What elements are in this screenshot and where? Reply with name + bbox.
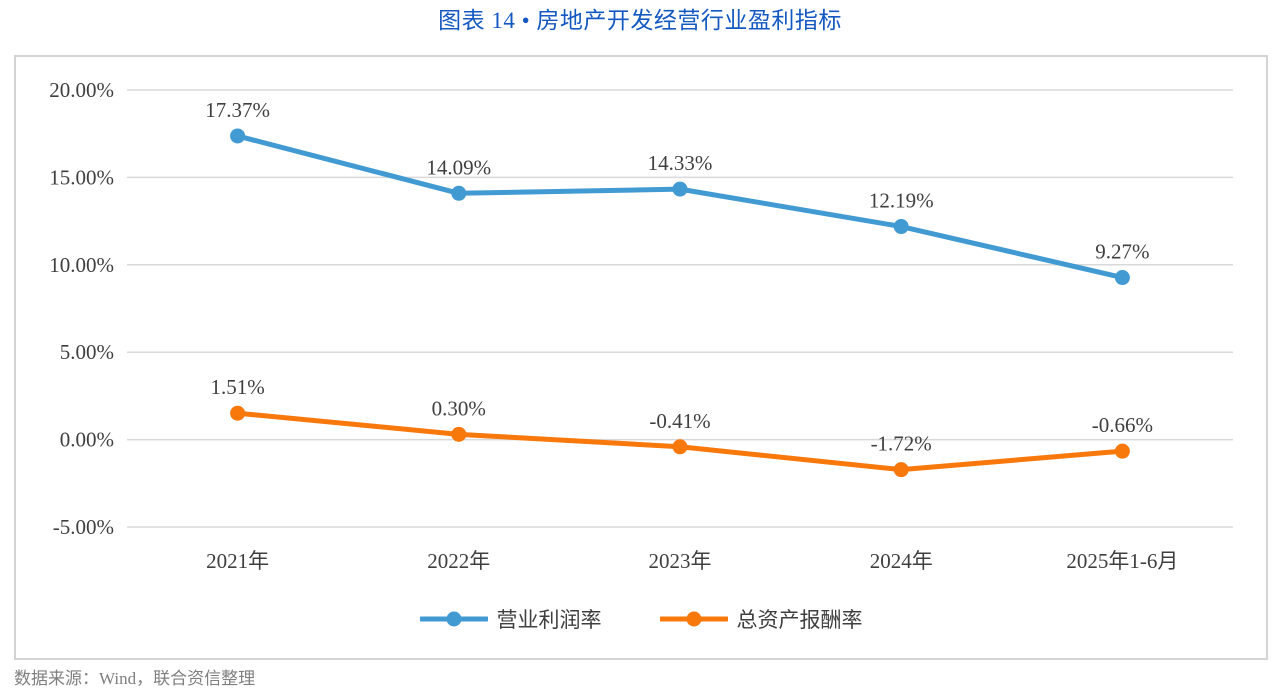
data-point-marker (451, 426, 467, 442)
x-axis-tick-label: 2022年 (427, 549, 490, 573)
chart-container: 20.00% 15.00% 10.00% 5.00% 0.00% -5.00% 2021年 2… (14, 55, 1268, 660)
legend-label: 总资产报酬率 (736, 608, 863, 632)
y-axis-tick-label: -5.00% (53, 515, 114, 539)
data-point-marker (893, 219, 909, 235)
data-point-label: -0.41% (649, 409, 710, 433)
legend-item-operating-profit-margin: 营业利润率 (419, 604, 602, 634)
legend-item-return-on-assets: 总资产报酬率 (659, 604, 863, 634)
data-point-label: 12.19% (869, 189, 934, 213)
y-axis-tick-label: 10.00% (49, 253, 114, 277)
data-point-label: 14.09% (426, 155, 491, 179)
data-point-label: -0.66% (1092, 413, 1153, 437)
x-axis-tick-label: 2024年 (870, 549, 933, 573)
legend-line-dot-icon (419, 611, 488, 627)
data-point-label: 14.33% (648, 151, 713, 175)
data-point-marker (1114, 443, 1130, 459)
data-point-marker (230, 405, 246, 421)
data-point-marker (893, 462, 909, 478)
data-point-marker (672, 439, 688, 455)
y-axis-tick-label: 5.00% (60, 340, 114, 364)
chart-title: 图表 14 • 房地产开发经营行业盈利指标 (438, 8, 842, 33)
legend-label: 营业利润率 (496, 608, 602, 632)
legend-line-dot-icon (659, 611, 728, 627)
data-point-marker (230, 128, 246, 144)
x-axis-tick-label: 2025年1-6月 (1066, 549, 1178, 573)
y-axis-tick-label: 15.00% (49, 165, 114, 189)
x-axis-tick-label: 2021年 (206, 549, 269, 573)
chart-legend: 营业利润率 总资产报酬率 (16, 604, 1266, 634)
y-axis-tick-label: 20.00% (49, 78, 114, 102)
data-point-label: 0.30% (432, 396, 486, 420)
data-point-marker (451, 185, 467, 201)
data-point-label: -1.72% (871, 432, 932, 456)
data-point-marker (672, 181, 688, 197)
line-chart-plot-area: 20.00% 15.00% 10.00% 5.00% 0.00% -5.00% 2021年 2… (49, 78, 1233, 573)
x-axis-tick-label: 2023年 (649, 549, 712, 573)
data-point-marker (1114, 270, 1130, 286)
data-point-label: 9.27% (1095, 240, 1149, 264)
y-axis-tick-label: 0.00% (60, 428, 114, 452)
data-point-label: 17.37% (205, 98, 270, 122)
data-point-label: 1.51% (210, 375, 264, 399)
data-source-note: 数据来源：Wind，联合资信整理 (14, 669, 256, 688)
